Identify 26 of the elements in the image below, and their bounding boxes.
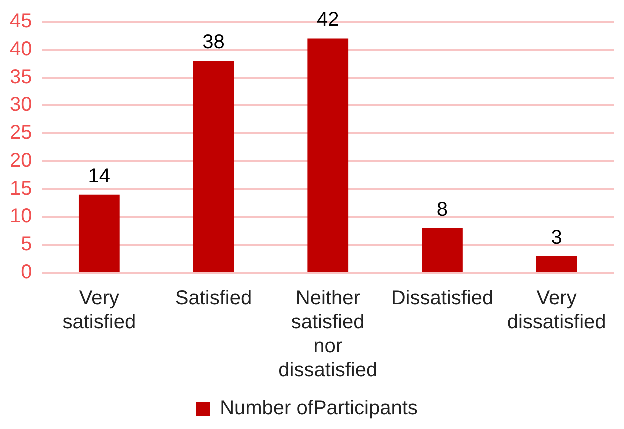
y-tick-label: 20 bbox=[10, 150, 32, 172]
x-tick-label: Dissatisfied bbox=[391, 288, 494, 310]
bar bbox=[536, 256, 578, 272]
data-label: 3 bbox=[551, 226, 562, 249]
y-tick-label: 35 bbox=[10, 66, 32, 88]
y-tick-label: 25 bbox=[10, 122, 32, 144]
x-tick-label: Neither satisfied nor dissatisfied bbox=[278, 288, 378, 382]
y-tick-label: 15 bbox=[10, 178, 32, 200]
data-label: 42 bbox=[317, 9, 340, 32]
bar bbox=[78, 194, 120, 272]
y-tick-label: 10 bbox=[10, 206, 32, 228]
x-tick-label: Very dissatisfied bbox=[507, 288, 606, 334]
data-label: 38 bbox=[202, 32, 225, 54]
bar bbox=[422, 228, 463, 272]
y-tick-label: 5 bbox=[21, 234, 32, 256]
bar bbox=[308, 38, 349, 272]
y-tick-label: 30 bbox=[10, 94, 32, 116]
x-tick-label: Very satisfied bbox=[62, 288, 136, 334]
y-tick-label: 0 bbox=[21, 262, 32, 284]
x-tick-label: Satisfied bbox=[175, 288, 252, 310]
y-tick-label: 40 bbox=[10, 38, 32, 60]
bar bbox=[193, 61, 234, 272]
y-tick-label: 45 bbox=[10, 10, 32, 33]
legend-label: Number ofParticipants bbox=[220, 398, 418, 420]
data-label: 14 bbox=[88, 165, 111, 188]
data-label: 8 bbox=[436, 198, 448, 221]
